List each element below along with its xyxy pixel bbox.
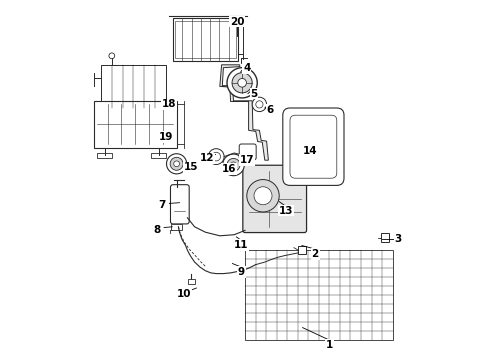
Text: 9: 9 [238,267,245,277]
Circle shape [247,180,279,212]
Bar [171,224,182,230]
Circle shape [170,157,183,170]
Bar [101,65,166,108]
Circle shape [227,68,257,98]
Text: 11: 11 [234,240,248,250]
Text: 12: 12 [200,153,215,163]
Text: 15: 15 [184,162,198,172]
Text: 16: 16 [221,164,236,174]
Text: 8: 8 [153,225,160,235]
Text: 7: 7 [158,200,166,210]
Text: 3: 3 [394,234,402,244]
FancyBboxPatch shape [283,108,344,185]
Text: 10: 10 [176,289,191,300]
Bar [151,153,166,158]
Text: 20: 20 [230,17,245,27]
Bar [245,250,392,340]
Circle shape [208,149,224,165]
Circle shape [174,161,179,167]
Polygon shape [220,65,269,160]
Text: 6: 6 [267,105,274,115]
Bar [188,279,195,284]
Circle shape [232,73,252,93]
Circle shape [227,158,240,171]
Text: 4: 4 [243,63,250,73]
Bar [381,233,389,242]
Bar [298,246,306,254]
Circle shape [252,97,267,112]
Bar [173,18,238,61]
Text: 5: 5 [250,89,258,99]
Bar [175,21,236,58]
Bar [94,101,176,148]
Text: 2: 2 [312,249,319,259]
Circle shape [231,162,236,168]
Text: 14: 14 [302,146,317,156]
Text: 13: 13 [279,206,294,216]
Circle shape [167,154,187,174]
FancyBboxPatch shape [243,165,307,233]
Bar [98,153,112,158]
Text: 17: 17 [240,155,254,165]
Circle shape [254,187,272,205]
Text: 1: 1 [326,340,333,350]
Circle shape [238,78,246,87]
Text: 19: 19 [159,132,173,142]
FancyBboxPatch shape [171,185,189,224]
Circle shape [222,154,245,176]
Text: 18: 18 [162,99,177,109]
